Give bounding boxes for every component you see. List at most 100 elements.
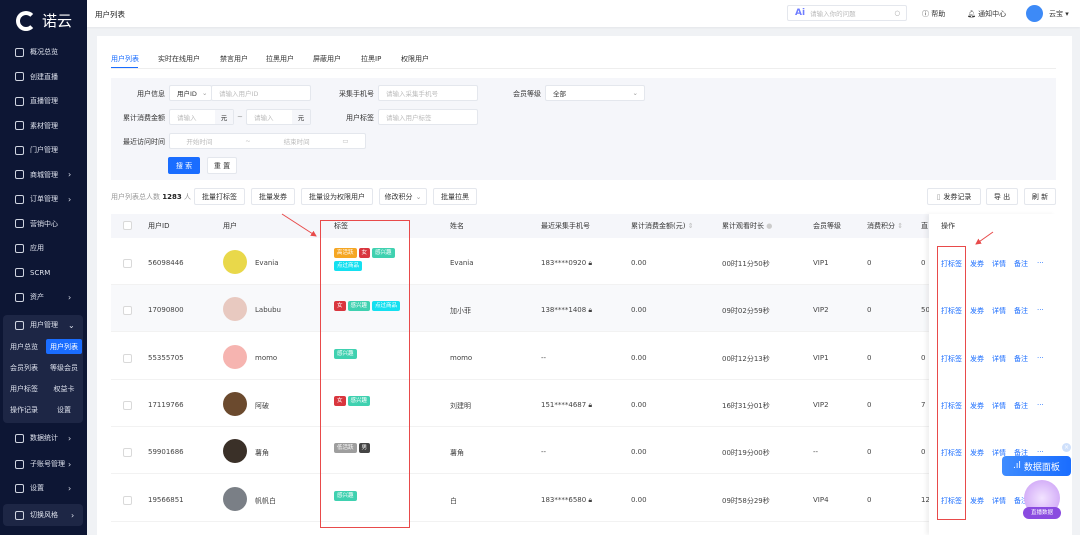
avatar[interactable] — [223, 486, 247, 511]
action-0[interactable]: 打标签 — [941, 354, 962, 363]
live-data-label[interactable]: 直播数据 — [1023, 507, 1061, 519]
avatar[interactable] — [1026, 5, 1043, 22]
row-checkbox[interactable] — [123, 495, 132, 505]
action-2[interactable]: 详情 — [992, 496, 1006, 505]
search-button[interactable]: 搜 索 — [168, 157, 200, 174]
sidebar-bottom-item-2[interactable]: 设置 › — [0, 478, 87, 498]
help-link[interactable]: ⓘ 帮助 — [922, 10, 946, 18]
action-0[interactable]: 打标签 — [941, 449, 962, 458]
phone-input[interactable]: 请输入采集手机号 — [378, 85, 478, 101]
action-2[interactable]: 详情 — [992, 354, 1006, 363]
avatar[interactable] — [223, 439, 247, 464]
action-4[interactable]: ··· — [1037, 306, 1044, 315]
notifications-link[interactable]: 🔔︎ 通知中心 — [967, 10, 1007, 18]
sidebar-subitem-0[interactable]: 用户总览 — [10, 342, 38, 351]
sidebar-subitem-2[interactable]: 会员列表 — [10, 363, 38, 372]
sidebar-subitem-3[interactable]: 等级会员 — [50, 363, 78, 372]
action-2[interactable]: 详情 — [992, 307, 1006, 316]
close-icon[interactable]: × — [1062, 443, 1071, 452]
sidebar-subitem-1[interactable]: 用户列表 — [46, 339, 82, 354]
sidebar-item-0[interactable]: 概况总览 — [0, 42, 87, 62]
table-row[interactable] — [111, 427, 1056, 475]
avatar[interactable] — [223, 250, 247, 274]
action-1[interactable]: 发券 — [970, 260, 984, 268]
action-1[interactable]: 发券 — [970, 401, 984, 410]
action-3[interactable]: 备注 — [1014, 354, 1028, 363]
table-row[interactable] — [111, 380, 1056, 427]
avatar[interactable] — [223, 297, 247, 322]
tab-6[interactable]: 权限用户 — [401, 55, 429, 63]
sidebar-item-10[interactable]: 资产 › — [0, 287, 87, 307]
action-1[interactable]: 发券 — [970, 496, 984, 505]
sidebar-item-1[interactable]: 创建直播 — [0, 67, 87, 87]
action-0[interactable]: 打标签 — [941, 401, 962, 410]
sidebar-subitem-4[interactable]: 用户标签 — [10, 384, 38, 393]
row-checkbox[interactable] — [123, 353, 132, 363]
spend-min-input[interactable]: 请输入元 — [169, 109, 234, 125]
tab-2[interactable]: 禁言用户 — [220, 55, 248, 63]
sidebar-item-4[interactable]: 门户管理 — [0, 140, 87, 160]
user-id-input[interactable]: 请输入用户ID — [211, 85, 311, 101]
action-3[interactable]: 备注 — [1014, 307, 1028, 316]
lock-icon[interactable]: 🔒︎ — [588, 400, 593, 409]
avatar[interactable] — [223, 344, 247, 369]
tab-4[interactable]: 屏蔽用户 — [313, 55, 341, 63]
action-2[interactable]: 详情 — [992, 260, 1006, 268]
user-info-type-select[interactable]: 用户ID ⌄ — [169, 85, 212, 101]
action-4[interactable]: ··· — [1037, 353, 1044, 362]
lock-icon[interactable]: 🔒︎ — [588, 259, 593, 267]
edit-points-dropdown[interactable]: 修改积分 ⌄ — [379, 188, 427, 205]
export-button[interactable]: 导 出 — [986, 188, 1018, 205]
lock-icon[interactable]: 🔒︎ — [588, 306, 593, 315]
sidebar-bottom-item-3[interactable]: 切换风格 › — [3, 504, 83, 526]
lock-icon[interactable]: 🔒︎ — [588, 495, 593, 504]
tab-5[interactable]: 拉黑IP — [361, 55, 382, 63]
row-checkbox[interactable] — [123, 448, 132, 458]
data-panel-button[interactable]: .ıl 数据面板 — [1002, 456, 1071, 476]
tag-input[interactable]: 请输入用户标签 — [378, 109, 478, 125]
user-menu[interactable]: 云宝 ▾ — [1049, 10, 1069, 18]
select-all-checkbox[interactable] — [123, 221, 132, 230]
level-select[interactable]: 全部 ⌄ — [545, 85, 645, 101]
tab-1[interactable]: 实时在线用户 — [158, 55, 200, 63]
coupon-record-button[interactable]: ▯ 发券记录 — [927, 188, 981, 205]
action-3[interactable]: 备注 — [1014, 496, 1028, 505]
spend-max-input[interactable]: 请输入元 — [246, 109, 311, 125]
row-checkbox[interactable] — [123, 306, 132, 316]
action-1[interactable]: 发券 — [970, 354, 984, 363]
action-2[interactable]: 详情 — [992, 449, 1006, 458]
action-1[interactable]: 发券 — [970, 449, 984, 458]
action-4[interactable]: ··· — [1037, 259, 1044, 267]
action-4[interactable]: ··· — [1037, 448, 1044, 457]
row-checkbox[interactable] — [123, 400, 132, 410]
sidebar-item-2[interactable]: 直播管理 — [0, 91, 87, 111]
table-row[interactable] — [111, 333, 1056, 380]
action-0[interactable]: 打标签 — [941, 260, 962, 268]
reset-button[interactable]: 重 置 — [207, 157, 237, 174]
action-2[interactable]: 详情 — [992, 401, 1006, 410]
sidebar-item-5[interactable]: 商城管理 › — [0, 165, 87, 185]
table-row[interactable] — [111, 475, 1056, 522]
table-row[interactable] — [111, 238, 1056, 285]
action-3[interactable]: 备注 — [1014, 260, 1028, 268]
batch-block-button[interactable]: 批量拉黑 — [433, 188, 477, 205]
sort-icon[interactable]: ⇕ — [685, 222, 694, 230]
action-3[interactable]: 备注 — [1014, 449, 1028, 458]
sidebar-bottom-item-1[interactable]: 子账号管理 › — [0, 454, 87, 474]
batch-coupon-button[interactable]: 批量发券 — [251, 188, 295, 205]
sort-icon[interactable]: ⇕ — [895, 222, 904, 230]
sidebar-subitem-7[interactable]: 设置 — [57, 405, 71, 414]
visit-date-range[interactable]: 开始时间 ~ 结束时间 ▭ — [169, 133, 366, 149]
tab-3[interactable]: 拉黑用户 — [266, 55, 294, 63]
sidebar-item-6[interactable]: 订单管理 › — [0, 189, 87, 209]
action-4[interactable]: ··· — [1037, 400, 1044, 409]
action-1[interactable]: 发券 — [970, 307, 984, 316]
action-0[interactable]: 打标签 — [941, 307, 962, 316]
ai-search-input[interactable]: Ai 请输入你的问题 ○ — [787, 5, 907, 21]
action-3[interactable]: 备注 — [1014, 401, 1028, 410]
sidebar-subitem-6[interactable]: 操作记录 — [10, 405, 38, 414]
sidebar-item-user-management[interactable]: 用户管理 ⌄ — [0, 315, 87, 335]
table-row[interactable] — [111, 285, 1056, 333]
sidebar-item-7[interactable]: 营销中心 — [0, 214, 87, 234]
action-0[interactable]: 打标签 — [941, 496, 962, 505]
